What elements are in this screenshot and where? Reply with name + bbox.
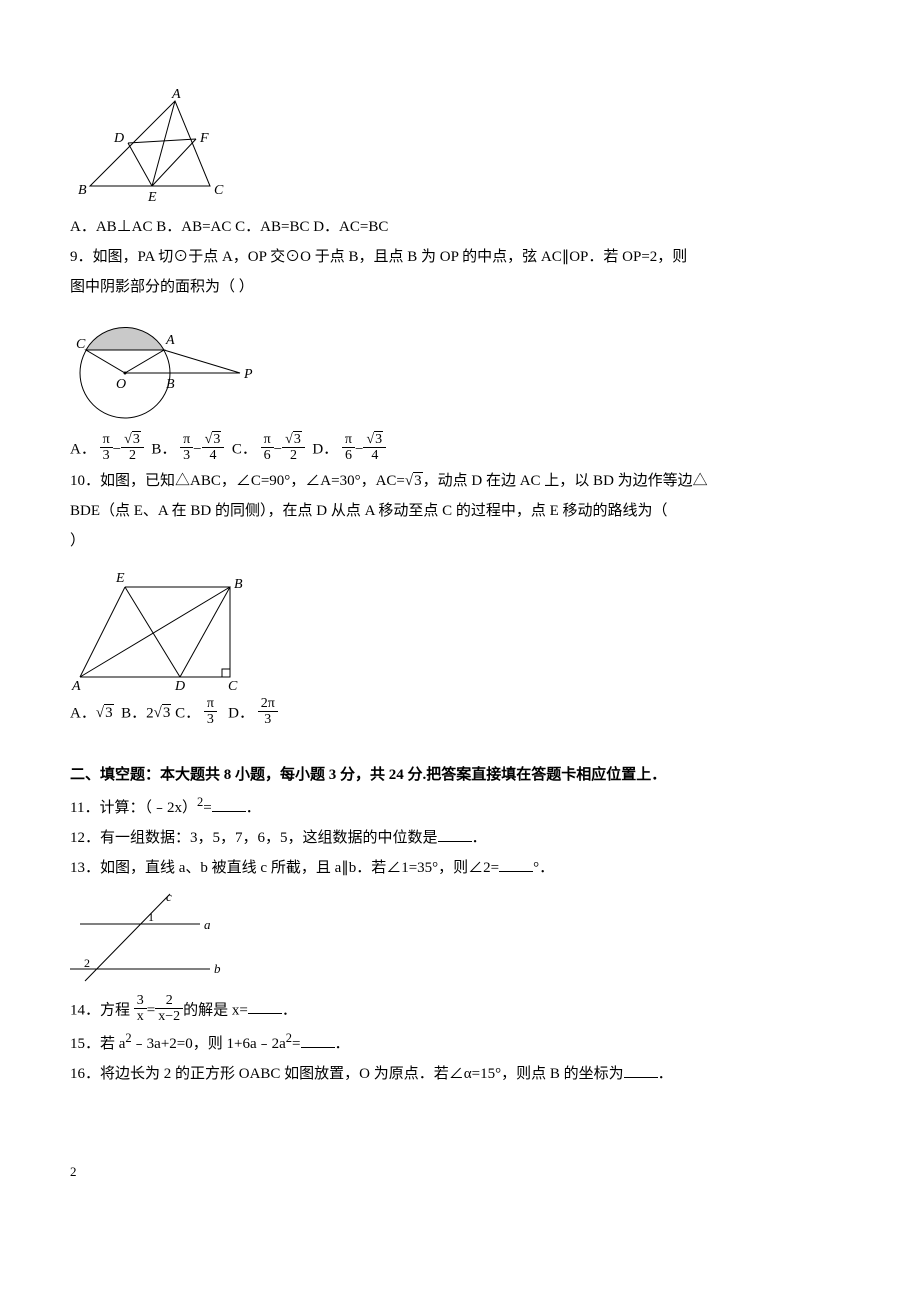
q10-label-E: E: [115, 571, 125, 586]
q13-label-1: 1: [148, 910, 154, 924]
q11-b: =: [203, 800, 211, 816]
q10-figure: A B C D E: [70, 562, 850, 692]
q8-svg: A B C D E F: [70, 86, 230, 206]
q8-label-A: A: [171, 87, 181, 102]
q9-figure: C A O B P: [70, 308, 850, 428]
q13-svg: c a b 1 2: [70, 889, 230, 989]
q9-opt-A-label: A．: [70, 441, 96, 457]
q10-C-frac: π3: [204, 696, 217, 728]
q10-svg: A B C D E: [70, 562, 260, 692]
q10-opt-C-label: C．: [175, 705, 200, 721]
q9-svg: C A O B P: [70, 308, 260, 428]
q15-blank: [301, 1032, 335, 1048]
q9-opt-D-label: D．: [312, 441, 338, 457]
q14-frac2: 2x−2: [155, 993, 183, 1025]
page-number: 2: [70, 1159, 850, 1185]
q14-b: 的解是 x=: [183, 1002, 248, 1018]
q10-opt-B-label: B．: [121, 705, 146, 721]
q10-B-coef: 2: [146, 705, 154, 721]
q9-D-frac1: π6: [342, 432, 355, 464]
q11-line: 11．计算：（﹣2x）2=．: [70, 790, 850, 823]
q9-options: A． π3−32 B． π3−34 C． π6−32 D． π6−34: [70, 434, 850, 466]
q9-stem-2: 图中阴影部分的面积为（ ）: [70, 272, 850, 302]
q9-opt-B-label: B．: [151, 441, 176, 457]
q13-label-2: 2: [84, 956, 90, 970]
q14-line: 14．方程 3x=2x−2的解是 x=．: [70, 995, 850, 1027]
q15-b: ﹣3a+2=0，则 1+6a﹣2a: [132, 1036, 286, 1052]
q10-A-sqrt: 3: [96, 698, 114, 728]
section2-title: 二、填空题：本大题共 8 小题，每小题 3 分，共 24 分.把答案直接填在答题…: [70, 760, 850, 790]
q13-stem: 13．如图，直线 a、b 被直线 c 所截，且 a∥b．若∠1=35°，则∠2=: [70, 860, 499, 876]
q13-line: 13．如图，直线 a、b 被直线 c 所截，且 a∥b．若∠1=35°，则∠2=…: [70, 853, 850, 883]
q11-blank: [212, 796, 246, 812]
q9-B-frac1: π3: [180, 432, 193, 464]
q8-options: A．AB⊥AC B．AB=AC C．AB=BC D．AC=BC: [70, 212, 850, 242]
q10-stem-1c: ，动点 D 在边 AC 上，以 BD 为边作等边△: [423, 473, 708, 489]
q10-B-sqrt: 3: [154, 698, 172, 728]
q9-C-frac1: π6: [261, 432, 274, 464]
q9-label-O: O: [116, 377, 126, 392]
q8-label-C: C: [214, 183, 224, 198]
q9-A-frac1: π3: [100, 432, 113, 464]
q16-line: 16．将边长为 2 的正方形 OABC 如图放置，O 为原点．若∠α=15°，则…: [70, 1059, 850, 1089]
q10-sqrt3: 3: [405, 466, 423, 496]
q10-stem-3: ）: [70, 526, 850, 556]
q11-a: 11．计算：（﹣2x）: [70, 800, 197, 816]
q13-label-b: b: [214, 961, 221, 976]
q9-stem-1: 9．如图，PA 切⊙于点 A，OP 交⊙O 于点 B，且点 B 为 OP 的中点…: [70, 242, 850, 272]
q10-stem-1a: 10．如图，已知△ABC，∠C=90°，∠A=30°，AC=: [70, 473, 405, 489]
q12-blank: [438, 826, 472, 842]
q10-stem-line1: 10．如图，已知△ABC，∠C=90°，∠A=30°，AC=3，动点 D 在边 …: [70, 466, 850, 496]
q8-label-F: F: [199, 131, 209, 146]
q9-label-A: A: [165, 333, 175, 348]
q9-opt-C-label: C．: [232, 441, 257, 457]
q9-C-frac2: 32: [282, 432, 305, 464]
q10-opt-A-label: A．: [70, 705, 96, 721]
q15-c: =: [292, 1036, 300, 1052]
q8-label-B: B: [78, 183, 87, 198]
q13-blank: [499, 856, 533, 872]
q13-tail: °．: [533, 860, 554, 876]
q8-label-E: E: [147, 190, 157, 205]
q10-D-frac: 2π3: [258, 696, 278, 728]
q15-line: 15．若 a2﹣3a+2=0，则 1+6a﹣2a2=．: [70, 1026, 850, 1059]
q10-options: A．3 B．23 C． π3 D． 2π3: [70, 698, 850, 730]
q15-a: 15．若 a: [70, 1036, 125, 1052]
q13-label-a: a: [204, 917, 211, 932]
q9-A-frac2: 32: [121, 432, 144, 464]
q8-figure: A B C D E F: [70, 86, 850, 206]
q13-label-c: c: [166, 889, 172, 904]
q9-label-B: B: [166, 377, 175, 392]
q10-label-B: B: [234, 577, 243, 592]
q8-label-D: D: [113, 131, 124, 146]
q14-frac1: 3x: [134, 993, 147, 1025]
q10-label-C: C: [228, 679, 238, 692]
q9-label-C: C: [76, 337, 86, 352]
q12-text: 12．有一组数据：3，5，7，6，5，这组数据的中位数是: [70, 830, 438, 846]
q9-D-frac2: 34: [363, 432, 386, 464]
q16-blank: [624, 1062, 658, 1078]
q10-label-D: D: [174, 679, 185, 692]
q10-stem-2: BDE（点 E、A 在 BD 的同侧），在点 D 从点 A 移动至点 C 的过程…: [70, 496, 850, 526]
q9-label-P: P: [243, 367, 253, 382]
q13-figure: c a b 1 2: [70, 889, 850, 989]
q9-B-frac2: 34: [202, 432, 225, 464]
q14-a: 14．方程: [70, 1002, 130, 1018]
q16-text: 16．将边长为 2 的正方形 OABC 如图放置，O 为原点．若∠α=15°，则…: [70, 1066, 624, 1082]
q14-blank: [248, 998, 282, 1014]
q10-opt-D-label: D．: [228, 705, 254, 721]
q14-eq: =: [147, 1002, 155, 1018]
q10-label-A: A: [71, 679, 81, 692]
q12-line: 12．有一组数据：3，5，7，6，5，这组数据的中位数是．: [70, 823, 850, 853]
